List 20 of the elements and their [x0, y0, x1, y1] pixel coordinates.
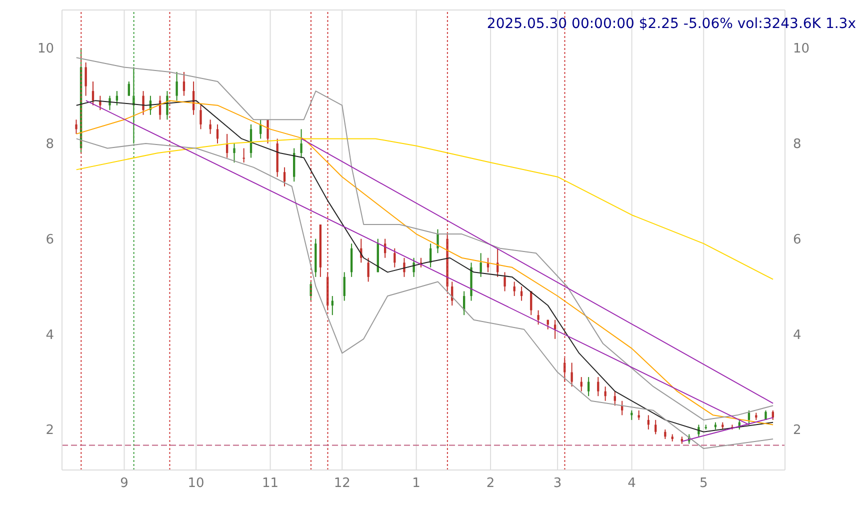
y2-tick-label: 6: [793, 232, 802, 248]
y-tick-label: 10: [37, 42, 54, 57]
y-tick-label: 2: [46, 423, 54, 438]
x-tick-label: 4: [628, 476, 636, 492]
y2-tick-label: 8: [793, 137, 802, 152]
x-tick-label: 9: [120, 476, 128, 492]
y-tick-label: 6: [46, 232, 54, 248]
y2-tick-label: 10: [793, 42, 810, 57]
y2-tick-label: 2: [793, 423, 802, 438]
chart-title: 2025.05.30 00:00:00 $2.25 -5.06% vol:3243.6K 1.3x: [486, 16, 856, 32]
x-tick-label: 2: [486, 476, 495, 492]
y-tick-label: 4: [46, 328, 54, 343]
x-tick-label: 12: [334, 476, 350, 492]
x-tick-label: 3: [553, 476, 562, 492]
x-tick-label: 10: [188, 476, 204, 492]
y2-tick-label: 4: [793, 328, 802, 343]
x-tick-label: 1: [412, 476, 420, 492]
y-tick-label: 8: [46, 137, 54, 152]
x-tick-label: 11: [262, 476, 279, 492]
x-tick-label: 5: [699, 476, 708, 492]
